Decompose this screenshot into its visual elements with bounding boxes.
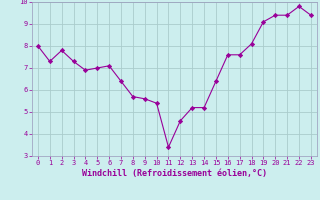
- X-axis label: Windchill (Refroidissement éolien,°C): Windchill (Refroidissement éolien,°C): [82, 169, 267, 178]
